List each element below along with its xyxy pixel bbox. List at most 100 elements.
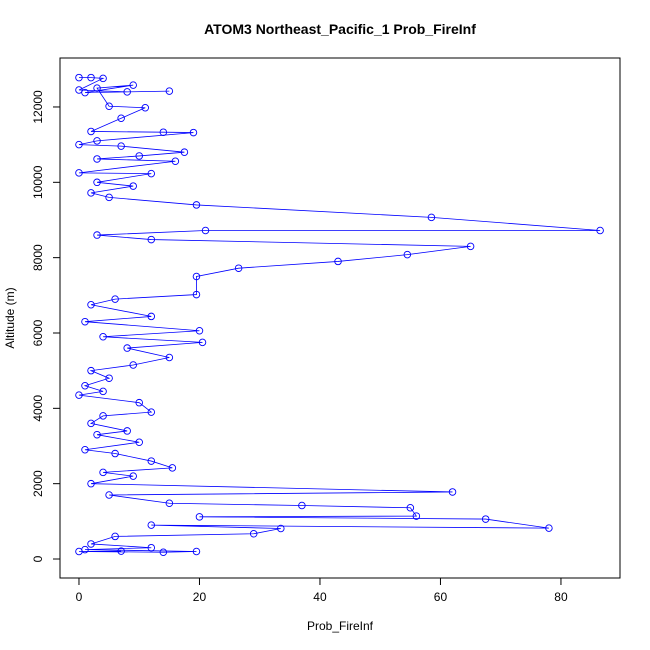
point xyxy=(277,524,285,533)
point xyxy=(192,272,201,281)
point xyxy=(75,86,83,94)
point xyxy=(466,242,475,251)
point xyxy=(87,479,95,488)
y-tick-label: 10000 xyxy=(31,165,45,199)
point xyxy=(135,398,143,407)
point xyxy=(147,312,156,321)
point xyxy=(545,524,553,532)
point xyxy=(75,547,83,556)
point xyxy=(427,213,436,222)
point xyxy=(75,169,83,177)
point xyxy=(123,427,131,435)
point xyxy=(135,438,143,446)
point xyxy=(147,521,156,529)
point xyxy=(75,140,83,149)
y-tick-label: 8000 xyxy=(31,244,45,271)
point xyxy=(298,501,306,510)
point xyxy=(195,513,204,521)
point xyxy=(99,333,107,341)
point xyxy=(129,182,137,190)
point xyxy=(234,264,243,272)
point xyxy=(81,381,89,390)
point xyxy=(147,408,156,416)
point xyxy=(105,374,113,382)
point xyxy=(93,178,101,187)
x-tick-label: 80 xyxy=(554,590,568,604)
point xyxy=(168,464,177,472)
point xyxy=(129,361,137,369)
point xyxy=(87,366,95,375)
point xyxy=(198,338,207,347)
point xyxy=(93,84,101,92)
x-tick-label: 0 xyxy=(76,590,83,604)
point xyxy=(147,169,156,178)
point xyxy=(93,137,101,145)
point xyxy=(111,449,119,458)
point xyxy=(412,512,421,520)
point xyxy=(93,155,101,163)
point xyxy=(249,530,258,538)
point xyxy=(93,231,101,239)
x-tick-label: 40 xyxy=(313,590,327,604)
point xyxy=(481,515,490,523)
point xyxy=(141,103,150,112)
x-tick-label: 60 xyxy=(434,590,448,604)
point xyxy=(117,547,125,555)
y-axis-title: Altitude (m) xyxy=(3,287,17,348)
point xyxy=(111,532,119,541)
point xyxy=(111,295,119,303)
point xyxy=(81,88,89,97)
point xyxy=(117,142,125,150)
point xyxy=(75,391,83,399)
point xyxy=(117,114,125,123)
point xyxy=(99,74,107,83)
point xyxy=(195,326,204,335)
point xyxy=(192,290,201,299)
point xyxy=(105,491,113,499)
point xyxy=(147,235,156,244)
point xyxy=(123,88,131,96)
point xyxy=(201,226,210,235)
point xyxy=(129,81,137,89)
point xyxy=(159,548,168,556)
x-axis-title: Prob_FireInf xyxy=(307,619,374,633)
point xyxy=(87,73,95,82)
y-tick-label: 2000 xyxy=(31,470,45,497)
y-tick-label: 0 xyxy=(31,555,45,562)
point xyxy=(87,189,95,197)
point xyxy=(159,128,168,136)
point xyxy=(180,148,189,156)
point xyxy=(334,257,342,266)
point xyxy=(147,457,156,465)
point xyxy=(165,499,174,508)
point xyxy=(403,250,412,259)
point xyxy=(147,543,156,552)
point xyxy=(406,504,415,512)
point xyxy=(99,468,107,477)
point xyxy=(192,547,201,556)
point xyxy=(81,317,89,326)
point xyxy=(596,226,604,235)
point xyxy=(87,419,95,428)
point xyxy=(99,412,107,420)
series-line xyxy=(78,77,601,553)
y-tick-label: 12000 xyxy=(31,90,45,124)
point xyxy=(99,387,107,396)
point xyxy=(129,472,137,480)
point xyxy=(189,128,198,137)
point xyxy=(135,152,143,160)
point xyxy=(448,488,457,496)
y-tick-label: 6000 xyxy=(31,319,45,346)
point xyxy=(87,540,95,548)
point xyxy=(192,201,201,209)
point xyxy=(81,446,89,454)
point xyxy=(87,127,95,136)
point xyxy=(171,157,180,165)
point xyxy=(165,87,174,95)
x-tick-label: 20 xyxy=(193,590,207,604)
point xyxy=(105,102,113,110)
chart-title: ATOM3 Northeast_Pacific_1 Prob_FireInf xyxy=(204,21,476,37)
point xyxy=(87,300,95,309)
